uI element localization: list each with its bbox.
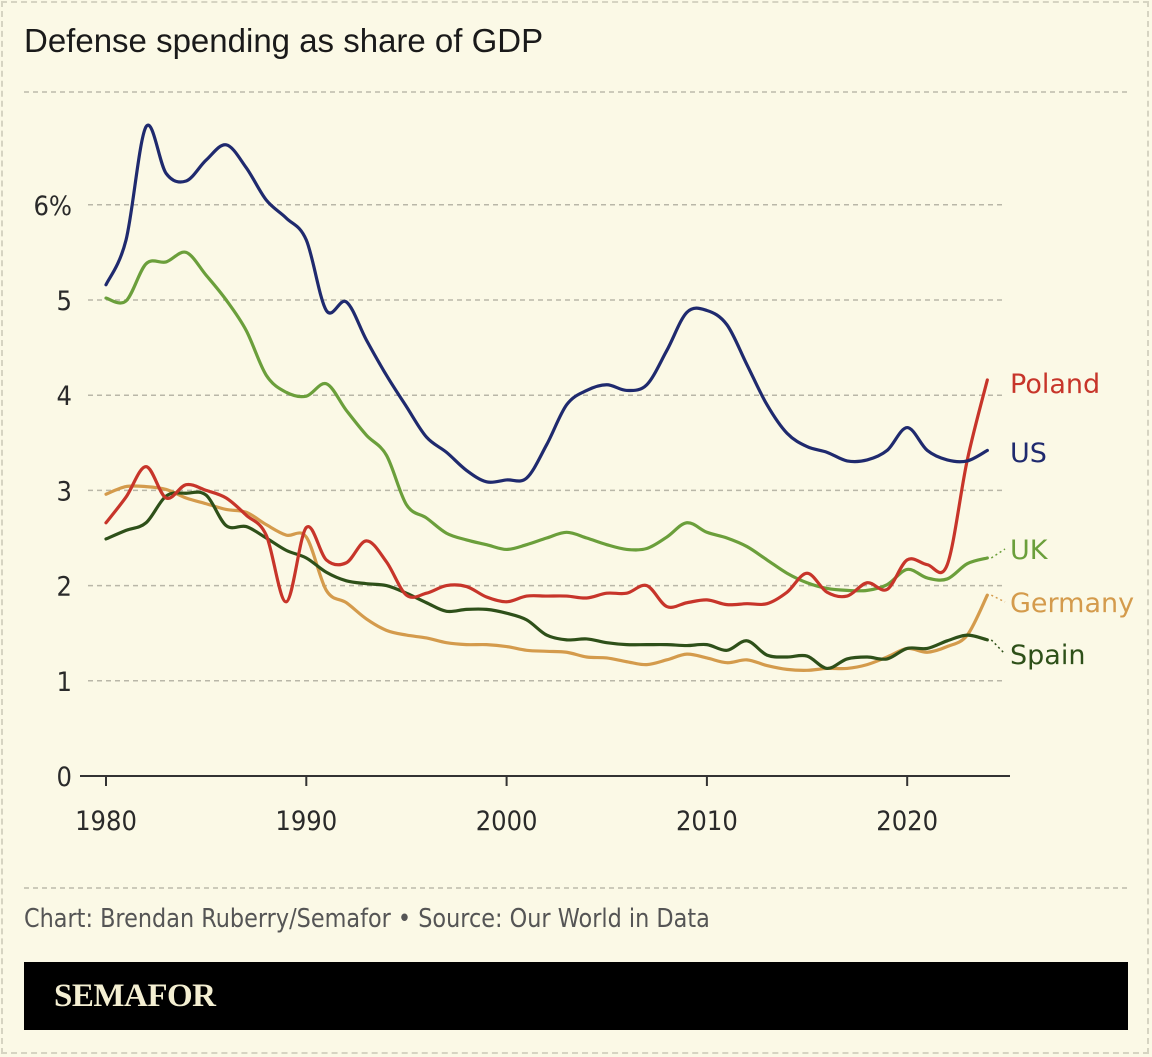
series-line-spain	[104, 490, 989, 671]
y-tick-label: 3	[57, 476, 72, 507]
x-tick-label: 2020	[876, 806, 938, 837]
y-tick-label: 4	[57, 381, 72, 412]
series-line-germany	[104, 484, 989, 672]
series-label-spain: Spain	[1010, 640, 1085, 671]
x-tick-label: 2010	[676, 806, 738, 837]
x-tick-label: 1980	[75, 806, 137, 837]
label-leader	[990, 594, 1006, 603]
y-tick-label: 5	[57, 286, 72, 317]
chart-title: Defense spending as share of GDP	[24, 22, 544, 59]
series-line-uk	[104, 250, 989, 593]
series-label-us: US	[1010, 438, 1047, 469]
y-tick-label: 2	[57, 572, 72, 603]
x-tick-label: 1990	[275, 806, 337, 837]
series-line-us	[104, 123, 989, 484]
series-line-poland	[104, 378, 989, 609]
label-leader	[990, 639, 1006, 655]
series-label-germany: Germany	[1010, 588, 1134, 619]
source-credit: Chart: Brendan Ruberry/Semafor • Source:…	[24, 904, 710, 934]
y-tick-label: 1	[57, 667, 72, 698]
brand-bar: SEMAFOR	[24, 962, 1128, 1030]
series-label-uk: UK	[1010, 535, 1049, 566]
label-leader	[990, 548, 1006, 559]
semafor-logo: SEMAFOR	[54, 978, 216, 1014]
y-tick-label: 0	[57, 762, 72, 793]
x-tick-label: 2000	[476, 806, 538, 837]
series-label-poland: Poland	[1010, 369, 1100, 400]
y-tick-label: 6%	[33, 191, 72, 222]
